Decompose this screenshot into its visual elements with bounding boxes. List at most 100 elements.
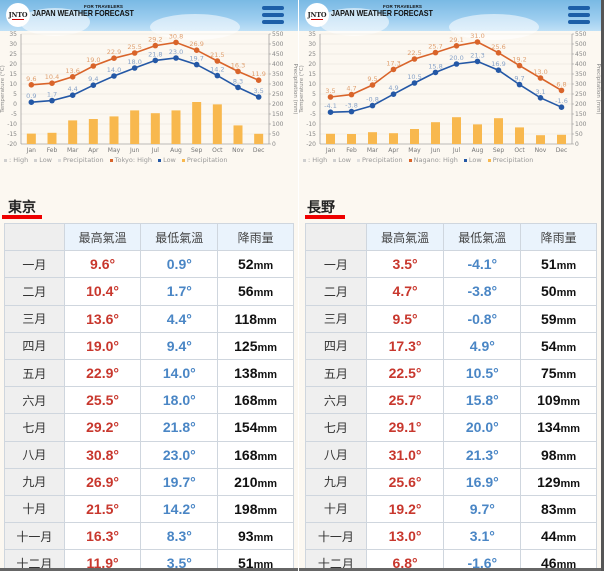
svg-text:500: 500 (575, 41, 587, 48)
legend-item[interactable]: Tokyo: High (109, 156, 152, 164)
legend-item[interactable]: Precipitation (357, 156, 403, 164)
svg-text:20: 20 (308, 61, 316, 68)
precip-value: 51 (238, 555, 254, 571)
precip-cell: 46mm (520, 549, 597, 571)
svg-text:-1.6: -1.6 (555, 97, 568, 105)
legend-item[interactable]: Low (463, 156, 482, 164)
site-brand[interactable]: FOR TRAVELERS JAPAN WEATHER FORECAST (331, 4, 451, 18)
svg-text:20.0: 20.0 (449, 54, 463, 62)
legend-swatch-icon (158, 158, 162, 162)
legend-swatch-icon (303, 158, 306, 162)
svg-text:400: 400 (272, 61, 284, 68)
precip-value: 138 (234, 365, 258, 382)
precip-value: 154 (234, 419, 258, 436)
high-temp-cell: 11.9° (63, 549, 142, 571)
legend-item[interactable]: Low (158, 156, 176, 164)
site-brand[interactable]: FOR TRAVELERS JAPAN WEATHER FORECAST (32, 4, 152, 18)
brand-subtitle: FOR TRAVELERS (383, 4, 422, 9)
table-row: 八月 31.0° 21.3° 98mm (305, 440, 597, 469)
legend-label: Precipitation (492, 156, 534, 164)
low-temp-cell: 0.9° (140, 250, 219, 279)
nagano-climate-chart: 35302520151050-5-10-15-20550500450400350… (299, 31, 601, 154)
legend-swatch-icon (58, 158, 62, 162)
table-header-row: 最高氣溫 最低氣溫 降雨量 (305, 222, 597, 252)
brand-subtitle: FOR TRAVELERS (84, 4, 123, 9)
legend-item[interactable]: Precipitation (487, 156, 534, 164)
svg-text:50: 50 (575, 131, 583, 138)
table-row: 十月 21.5° 14.2° 198mm (4, 494, 294, 524)
svg-text:Oct: Oct (514, 147, 525, 154)
svg-text:20: 20 (9, 61, 17, 68)
svg-text:200: 200 (272, 101, 284, 108)
precip-value: 46 (541, 555, 557, 571)
svg-text:9.4: 9.4 (88, 75, 98, 83)
svg-text:10.4: 10.4 (45, 73, 59, 81)
table-row: 七月 29.2° 21.8° 154mm (4, 413, 294, 442)
high-temp-cell: 13.0° (365, 522, 445, 551)
table-row: 一月 9.6° 0.9° 52mm (4, 250, 294, 279)
precip-unit: mm (560, 423, 581, 436)
svg-text:30.8: 30.8 (169, 32, 183, 40)
precip-cell: 129mm (520, 467, 597, 496)
svg-text:Temperature (°C): Temperature (°C) (0, 65, 6, 113)
svg-text:16.9: 16.9 (491, 60, 505, 68)
table-row: 十一月 16.3° 8.3° 93mm (4, 522, 294, 551)
svg-text:300: 300 (272, 81, 284, 88)
svg-text:0: 0 (13, 101, 17, 108)
low-temp-cell: 20.0° (443, 413, 522, 442)
low-temp-cell: 4.9° (443, 331, 522, 360)
svg-text:Jul: Jul (151, 147, 160, 154)
high-temp-cell: 22.5° (365, 358, 445, 388)
svg-text:14.0: 14.0 (107, 66, 121, 74)
precip-unit: mm (257, 450, 278, 463)
precip-value: 198 (234, 500, 258, 517)
table-row: 二月 4.7° -3.8° 50mm (305, 277, 597, 306)
month-cell: 三月 (4, 304, 65, 333)
tokyo-climate-chart: 35302520151050-5-10-15-20550500450400350… (0, 31, 298, 154)
table-row: 七月 29.1° 20.0° 134mm (305, 413, 597, 442)
jnto-logo[interactable]: JNTO (305, 3, 329, 27)
month-cell: 四月 (305, 331, 367, 360)
header-corner (305, 222, 367, 252)
legend-item[interactable]: : High (303, 156, 327, 164)
svg-text:200: 200 (575, 101, 587, 108)
svg-text:400: 400 (575, 61, 587, 68)
hamburger-menu-icon[interactable] (568, 6, 590, 24)
precip-cell: 59mm (520, 304, 597, 333)
precip-value: 52 (238, 256, 254, 273)
svg-text:15.8: 15.8 (428, 62, 442, 70)
precip-value: 54 (541, 337, 557, 354)
table-header-row: 最高氣溫 最低氣溫 降雨量 (4, 222, 294, 252)
svg-text:15: 15 (308, 71, 316, 78)
precip-cell: 154mm (217, 413, 294, 442)
city-title-underline (2, 215, 42, 219)
legend-item[interactable]: Low (333, 156, 351, 164)
header-low-temp: 最低氣溫 (443, 222, 522, 252)
precip-unit: mm (560, 396, 581, 409)
legend-item[interactable]: Low (34, 156, 52, 164)
low-temp-cell: 18.0° (140, 386, 219, 415)
legend-item[interactable]: : High (4, 156, 28, 164)
legend-label: : High (9, 156, 29, 164)
svg-text:-20: -20 (306, 141, 316, 148)
legend-item[interactable]: Nagano: High (408, 156, 458, 164)
svg-text:Temperature (°C): Temperature (°C) (299, 65, 305, 113)
high-temp-cell: 4.7° (365, 277, 445, 306)
high-temp-cell: 19.2° (365, 494, 445, 524)
table-row: 六月 25.7° 15.8° 109mm (305, 386, 597, 415)
precip-cell: 109mm (520, 386, 597, 415)
svg-text:150: 150 (575, 111, 587, 118)
svg-text:21.8: 21.8 (148, 50, 162, 58)
svg-text:100: 100 (575, 121, 587, 128)
svg-text:11.9: 11.9 (251, 70, 265, 78)
legend-label: Precipitation (63, 156, 104, 164)
hamburger-menu-icon[interactable] (262, 6, 284, 24)
legend-item[interactable]: Precipitation (58, 156, 104, 164)
jnto-logo[interactable]: JNTO (6, 3, 30, 27)
brand-title: JAPAN WEATHER FORECAST (331, 8, 433, 18)
chart-legend: : High Low Precipitation Nagano: High Low Pre… (303, 156, 533, 164)
legend-item[interactable]: Precipitation (181, 156, 228, 164)
svg-text:35: 35 (308, 31, 316, 38)
legend-swatch-icon (34, 158, 38, 162)
svg-text:Jan: Jan (26, 147, 36, 154)
